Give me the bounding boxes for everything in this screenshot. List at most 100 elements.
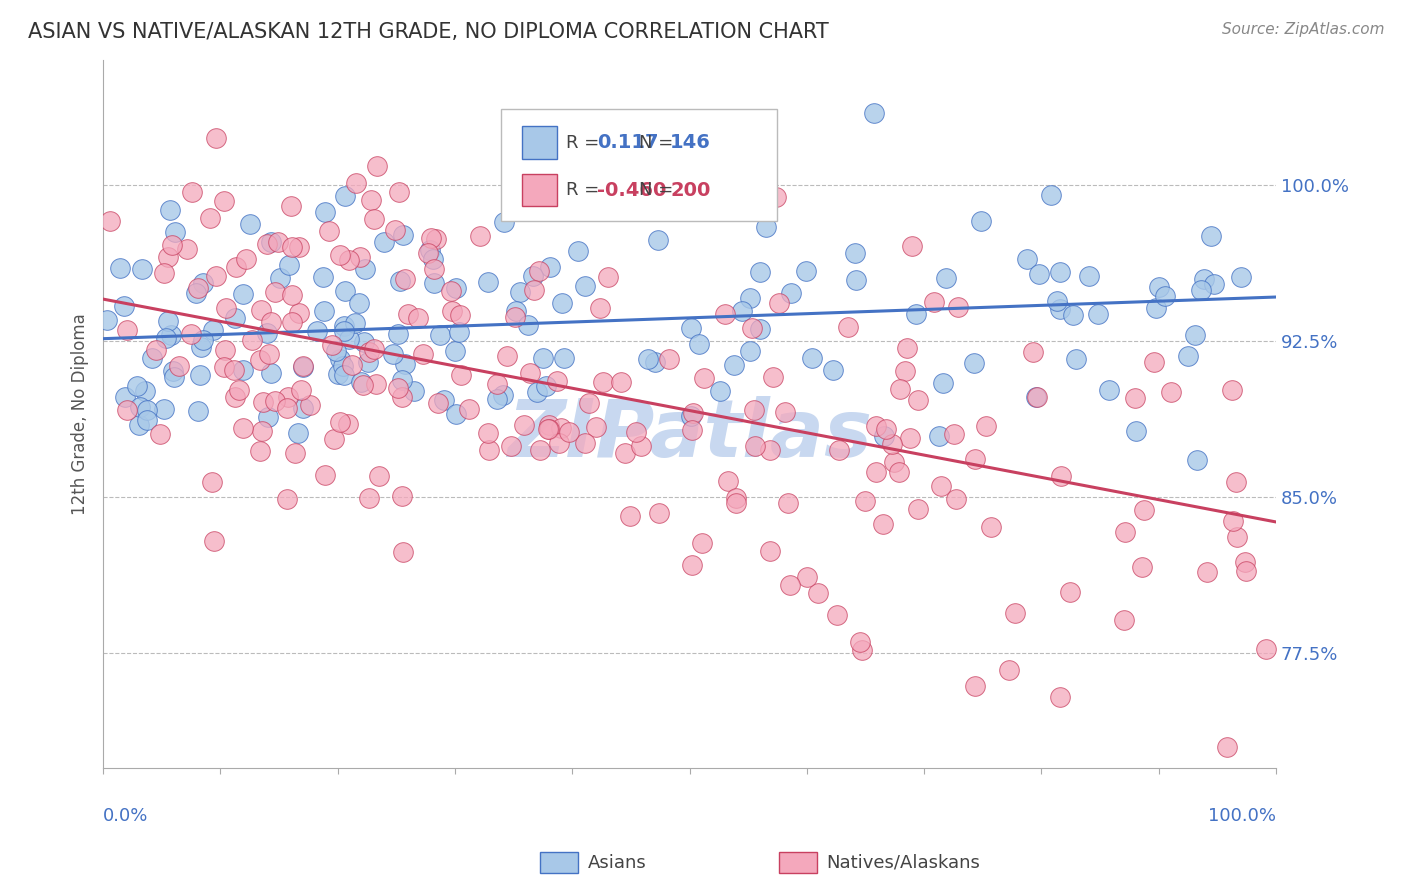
Point [1192, 272, 1215, 286]
Point [1222, 514, 1244, 528]
Point [863, 106, 886, 120]
Point [749, 322, 772, 336]
Point [486, 377, 509, 392]
Point [765, 190, 787, 204]
Point [212, 194, 235, 208]
Point [1098, 383, 1121, 397]
Point [963, 451, 986, 466]
Point [278, 258, 301, 272]
Point [495, 349, 517, 363]
Point [928, 429, 950, 443]
Point [422, 276, 444, 290]
Point [250, 424, 273, 438]
Point [883, 454, 905, 468]
Point [872, 516, 894, 531]
Point [882, 437, 904, 451]
Point [427, 396, 450, 410]
Text: R =: R = [565, 134, 605, 152]
Point [574, 435, 596, 450]
Point [1225, 475, 1247, 489]
Point [894, 364, 917, 378]
Point [519, 366, 541, 380]
Point [344, 176, 367, 190]
Point [363, 212, 385, 227]
Point [321, 338, 343, 352]
Point [131, 261, 153, 276]
Point [98, 214, 121, 228]
Point [433, 392, 456, 407]
Text: N =: N = [638, 181, 679, 199]
Point [748, 265, 770, 279]
Point [1184, 328, 1206, 343]
Point [387, 381, 409, 395]
Point [337, 332, 360, 346]
Point [145, 343, 167, 358]
Point [796, 570, 818, 584]
Point [392, 544, 415, 558]
Point [96, 312, 118, 326]
Point [1160, 384, 1182, 399]
Point [276, 401, 298, 415]
Point [429, 328, 451, 343]
Point [1144, 301, 1167, 315]
Point [292, 360, 315, 375]
Point [225, 260, 247, 274]
Point [537, 422, 560, 436]
Point [128, 418, 150, 433]
Point [291, 359, 314, 374]
Point [127, 378, 149, 392]
Point [252, 395, 274, 409]
Point [873, 429, 896, 443]
Point [260, 235, 283, 249]
Point [232, 363, 254, 377]
Point [200, 211, 222, 226]
Point [360, 193, 382, 207]
Point [865, 418, 887, 433]
Point [537, 422, 560, 436]
Point [204, 131, 226, 145]
Point [1046, 294, 1069, 309]
Point [162, 364, 184, 378]
Point [889, 382, 911, 396]
Point [513, 193, 536, 207]
Point [256, 236, 278, 251]
Point [845, 273, 868, 287]
Point [404, 384, 426, 398]
Point [1147, 280, 1170, 294]
Point [359, 491, 381, 505]
Point [281, 239, 304, 253]
Point [163, 369, 186, 384]
Point [630, 439, 652, 453]
Point [619, 508, 641, 523]
Point [135, 412, 157, 426]
Point [314, 303, 336, 318]
Point [149, 426, 172, 441]
Point [239, 217, 262, 231]
Point [422, 252, 444, 266]
Point [693, 371, 716, 385]
Point [391, 489, 413, 503]
Point [1049, 302, 1071, 317]
Point [1256, 641, 1278, 656]
Point [1222, 383, 1244, 397]
Point [418, 246, 440, 260]
Point [713, 307, 735, 321]
Point [1204, 277, 1226, 291]
Point [117, 323, 139, 337]
Point [325, 343, 347, 358]
Point [292, 401, 315, 416]
Point [408, 311, 430, 326]
Point [755, 219, 778, 234]
Point [1234, 555, 1257, 569]
Text: ZIPatlas: ZIPatlas [508, 396, 872, 474]
Point [384, 223, 406, 237]
Point [287, 425, 309, 440]
Point [240, 333, 263, 347]
Point [228, 384, 250, 398]
Point [1077, 268, 1099, 283]
Point [931, 376, 953, 390]
Point [762, 370, 785, 384]
Point [1062, 308, 1084, 322]
Point [328, 368, 350, 382]
Point [1133, 502, 1156, 516]
